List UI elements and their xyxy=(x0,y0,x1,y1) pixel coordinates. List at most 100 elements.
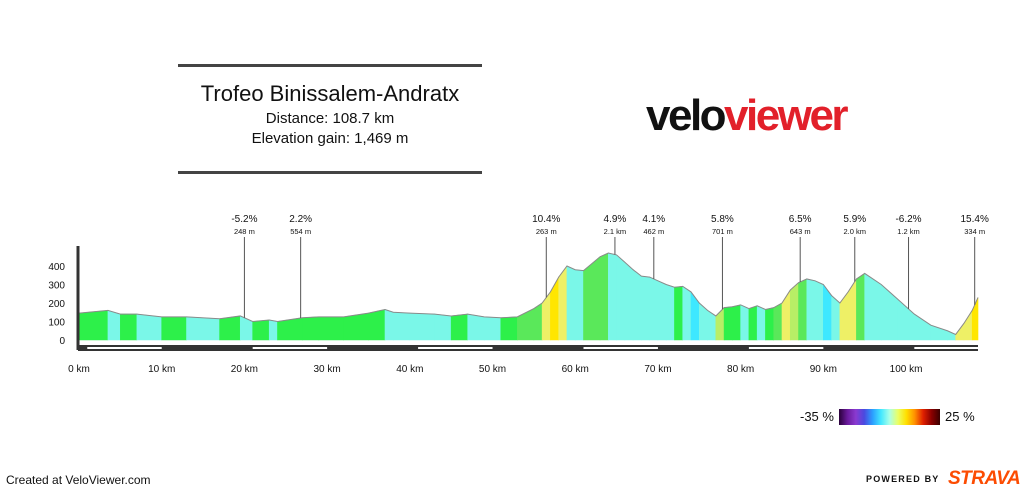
profile-segment xyxy=(550,275,559,341)
profile-segment xyxy=(806,278,816,341)
profile-segment xyxy=(574,269,584,341)
profile-segment xyxy=(732,304,741,341)
elevation-profile-chart: -5.2% 248 m 2.2% 554 m 10.4% 263 m 4.9% 2.1 km 4… xyxy=(48,214,989,375)
climb-length-label: 2.0 km xyxy=(844,227,867,236)
powered-by-label: POWERED BY xyxy=(866,474,940,484)
profile-segment xyxy=(756,305,766,341)
route-title: Trofeo Binissalem-Andratx xyxy=(200,81,460,106)
profile-segment xyxy=(823,283,832,341)
profile-segment xyxy=(318,316,344,341)
x-tick-label: 40 km xyxy=(396,364,423,375)
x-axis-bar xyxy=(78,345,978,351)
profile-segment xyxy=(789,281,799,341)
elevation-gain-label: Elevation gain: 1,469 m xyxy=(251,130,409,147)
profile-segment xyxy=(798,278,808,341)
profile-segment xyxy=(78,310,109,341)
x-axis-stripe xyxy=(252,347,328,349)
powered-by-strava: POWERED BY STRAVA xyxy=(866,468,1021,490)
profile-segment xyxy=(930,324,948,341)
x-tick-label: 0 km xyxy=(68,364,90,375)
axes-group: 0 km 10 km 20 km 30 km 40 km 50 km 60 km 70 km 8… xyxy=(48,246,978,375)
profile-segment xyxy=(392,311,411,341)
profile-segment xyxy=(963,309,973,341)
profile-segment xyxy=(219,315,241,341)
profile-segment xyxy=(608,252,617,341)
profile-segment xyxy=(268,319,278,341)
profile-segment xyxy=(649,276,659,341)
profile-segment xyxy=(624,261,634,341)
x-tick-label: 60 km xyxy=(562,364,589,375)
climb-grade-label: 10.4% xyxy=(532,214,560,225)
climb-grade-label: -6.2% xyxy=(895,214,921,225)
profile-segment xyxy=(748,305,758,341)
climb-length-label: 334 m xyxy=(964,227,985,236)
profile-segment xyxy=(682,285,692,341)
y-tick-label: 100 xyxy=(48,318,65,329)
climb-grade-label: 4.1% xyxy=(642,214,665,225)
strava-logo: STRAVA xyxy=(947,468,1021,489)
veloviewer-logo: veloviewer xyxy=(646,91,849,140)
climb-length-label: 263 m xyxy=(536,227,557,236)
created-at-label: Created at VeloViewer.com xyxy=(6,473,151,487)
profile-segment xyxy=(847,277,857,341)
profile-segment xyxy=(120,313,138,341)
climb-grade-label: 6.5% xyxy=(789,214,812,225)
profile-segment xyxy=(368,309,386,341)
profile-segment xyxy=(740,304,750,341)
profile-segment xyxy=(239,315,253,341)
legend-min-label: -35 % xyxy=(800,409,834,424)
x-axis-stripe xyxy=(418,347,493,349)
profile-segment xyxy=(632,269,642,341)
climb-grade-label: 5.8% xyxy=(711,214,734,225)
profile-segment xyxy=(302,316,320,341)
profile-segment xyxy=(880,283,899,341)
profile-segment xyxy=(616,254,626,341)
profile-segment xyxy=(599,252,609,341)
profile-segment xyxy=(483,316,502,341)
x-tick-label: 30 km xyxy=(313,364,340,375)
profile-fill-group xyxy=(78,252,979,341)
legend-max-label: 25 % xyxy=(945,409,975,424)
x-tick-label: 90 km xyxy=(810,364,837,375)
x-tick-label: 80 km xyxy=(727,364,754,375)
profile-segment xyxy=(665,284,675,341)
x-axis-stripe xyxy=(914,347,978,349)
climb-grade-label: 5.9% xyxy=(843,214,866,225)
profile-segment xyxy=(814,280,824,341)
climb-grade-label: 15.4% xyxy=(961,214,989,225)
profile-segment xyxy=(690,290,700,341)
profile-segment xyxy=(723,306,733,341)
climb-markers-group: -5.2% 248 m 2.2% 554 m 10.4% 263 m 4.9% 2.1 km 4… xyxy=(231,214,989,319)
profile-segment xyxy=(384,309,394,341)
profile-segment xyxy=(161,316,187,341)
y-tick-label: 400 xyxy=(48,262,65,273)
y-tick-label: 300 xyxy=(48,281,65,292)
profile-segment xyxy=(136,313,163,341)
profile-segment xyxy=(674,286,684,341)
climb-grade-label: 2.2% xyxy=(289,214,312,225)
profile-segment xyxy=(252,319,270,341)
climb-length-label: 462 m xyxy=(643,227,664,236)
y-tick-label: 0 xyxy=(59,336,65,347)
gradient-legend-bar xyxy=(839,409,940,425)
profile-segment xyxy=(773,302,783,341)
x-tick-label: 10 km xyxy=(148,364,175,375)
profile-segment xyxy=(343,312,369,341)
climb-length-label: 248 m xyxy=(234,227,255,236)
climb-length-label: 554 m xyxy=(290,227,311,236)
profile-outline xyxy=(78,252,979,336)
x-tick-label: 20 km xyxy=(231,364,258,375)
x-tick-label: 100 km xyxy=(890,364,923,375)
logo-part-velo: velo xyxy=(646,91,727,140)
x-tick-label: 70 km xyxy=(644,364,671,375)
profile-segment xyxy=(583,256,601,341)
profile-segment xyxy=(467,313,485,341)
profile-segment xyxy=(409,312,435,341)
profile-segment xyxy=(434,313,452,341)
climb-grade-label: 4.9% xyxy=(604,214,627,225)
profile-segment xyxy=(500,316,518,341)
profile-segment xyxy=(541,290,551,341)
profile-segment xyxy=(533,302,543,341)
profile-segment xyxy=(186,316,220,341)
climb-length-label: 643 m xyxy=(790,227,811,236)
